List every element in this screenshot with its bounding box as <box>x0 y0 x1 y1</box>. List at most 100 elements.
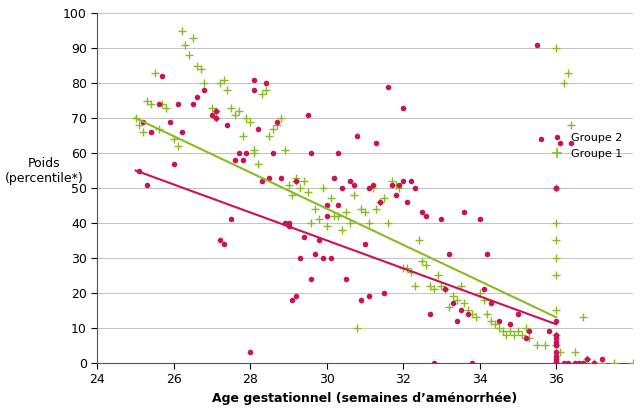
Point <box>322 213 332 219</box>
Point <box>353 132 363 139</box>
Point <box>363 293 374 299</box>
Point <box>276 115 286 121</box>
Point <box>138 129 149 135</box>
Point <box>135 122 145 128</box>
Point <box>184 52 194 59</box>
Point <box>551 318 562 324</box>
Point <box>157 101 167 107</box>
Point <box>146 101 156 107</box>
Point <box>306 220 317 226</box>
Point <box>299 178 309 184</box>
Point <box>211 115 221 121</box>
Point <box>551 185 562 191</box>
Point <box>303 188 313 195</box>
Point <box>299 234 309 240</box>
Point <box>314 216 324 223</box>
Point <box>494 318 504 324</box>
Point <box>555 349 565 356</box>
Y-axis label: Poids
(percentile*): Poids (percentile*) <box>4 157 83 185</box>
Point <box>551 185 562 191</box>
Point <box>513 311 523 317</box>
Point <box>490 321 500 328</box>
Point <box>505 321 515 328</box>
Point <box>394 181 404 188</box>
Point <box>398 265 408 272</box>
Point <box>234 108 244 114</box>
Point <box>429 286 439 293</box>
Point <box>379 290 389 296</box>
Point <box>524 328 535 335</box>
X-axis label: Age gestationnel (semaines d’aménorrhée): Age gestationnel (semaines d’aménorrhée) <box>212 392 518 405</box>
Point <box>264 132 274 139</box>
Point <box>207 104 217 111</box>
Point <box>306 150 317 157</box>
Point <box>215 237 225 244</box>
Point <box>467 359 477 366</box>
Point <box>295 254 305 261</box>
Point <box>559 80 569 86</box>
Point <box>238 132 248 139</box>
Point <box>322 202 332 209</box>
Point <box>211 108 221 114</box>
Point <box>440 286 451 293</box>
Point <box>131 115 141 121</box>
Point <box>303 112 313 118</box>
Point <box>135 167 145 174</box>
Point <box>253 125 263 132</box>
Point <box>513 328 523 335</box>
Point <box>279 220 290 226</box>
Point <box>219 241 229 247</box>
Point <box>226 104 237 111</box>
Point <box>482 251 492 258</box>
Point <box>437 282 447 289</box>
Legend: Groupe 2, Groupe 1: Groupe 2, Groupe 1 <box>541 129 627 163</box>
Point <box>551 342 562 349</box>
Point <box>246 119 256 125</box>
Point <box>379 195 389 202</box>
Point <box>264 174 274 181</box>
Point <box>463 307 474 313</box>
Point <box>551 352 562 359</box>
Point <box>551 332 562 338</box>
Point <box>306 275 317 282</box>
Point <box>494 325 504 331</box>
Point <box>291 174 301 181</box>
Point <box>437 216 447 223</box>
Point <box>345 178 355 184</box>
Point <box>169 160 179 167</box>
Point <box>524 335 535 342</box>
Point <box>413 237 424 244</box>
Point <box>199 87 210 93</box>
Point <box>551 237 562 244</box>
Point <box>452 318 462 324</box>
Point <box>192 62 202 69</box>
Point <box>544 328 554 335</box>
Point <box>226 216 237 223</box>
Point <box>249 76 259 83</box>
Point <box>589 359 599 366</box>
Point <box>318 185 328 191</box>
Point <box>142 181 152 188</box>
Point <box>196 66 206 73</box>
Point <box>276 174 286 181</box>
Point <box>581 356 592 363</box>
Point <box>356 297 366 303</box>
Point <box>329 213 340 219</box>
Point <box>398 178 408 184</box>
Point <box>272 122 282 128</box>
Point <box>578 359 588 366</box>
Point <box>337 185 347 191</box>
Point <box>470 314 481 320</box>
Point <box>467 311 477 317</box>
Point <box>230 112 240 118</box>
Point <box>551 349 562 356</box>
Point <box>478 286 488 293</box>
Point <box>486 300 496 306</box>
Point <box>169 136 179 142</box>
Point <box>272 119 282 125</box>
Point <box>367 185 378 191</box>
Point <box>230 157 240 164</box>
Point <box>570 359 581 366</box>
Point <box>295 185 305 191</box>
Point <box>474 216 485 223</box>
